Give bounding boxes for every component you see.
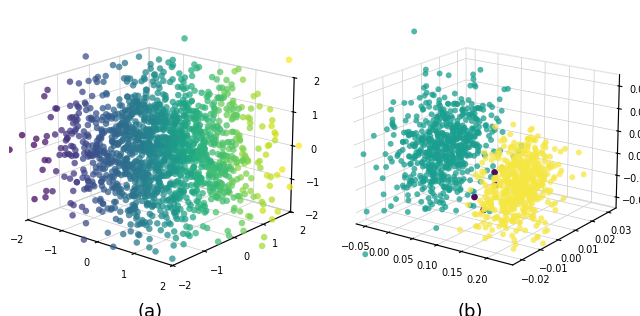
- Text: (b): (b): [458, 303, 483, 316]
- Text: (a): (a): [138, 303, 163, 316]
